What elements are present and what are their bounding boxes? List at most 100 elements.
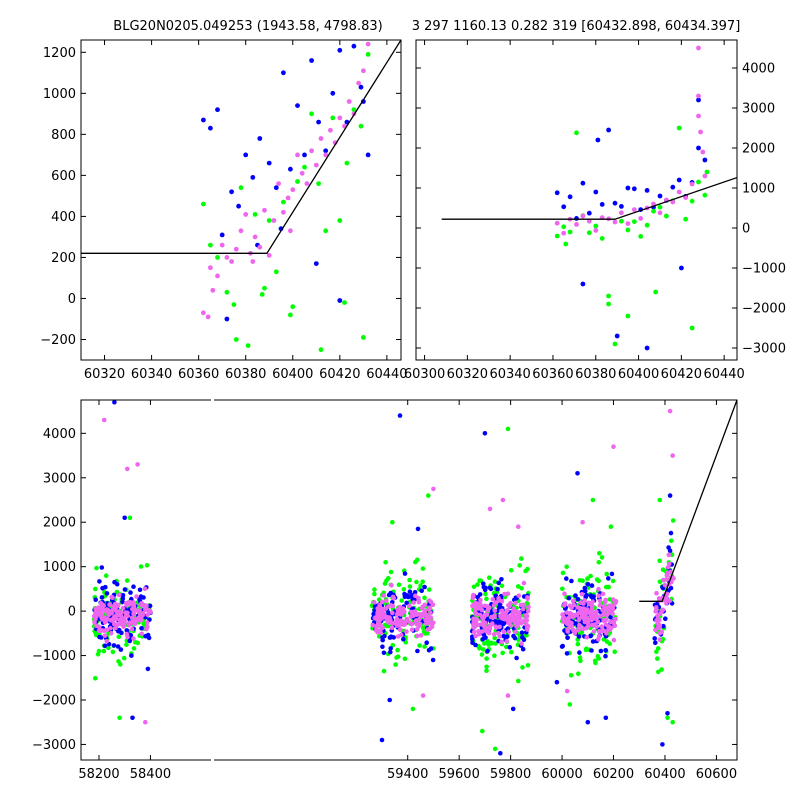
- data-point: [484, 596, 489, 602]
- data-point: [502, 591, 507, 597]
- data-point: [271, 218, 277, 223]
- data-point: [379, 611, 385, 616]
- data-point: [144, 603, 149, 608]
- data-point: [495, 586, 500, 592]
- data-point: [140, 611, 146, 616]
- data-point: [599, 236, 605, 241]
- data-point: [604, 639, 610, 644]
- data-point: [501, 629, 507, 635]
- y-tick-label: 1000: [742, 182, 775, 197]
- data-point: [224, 289, 230, 295]
- y-tick-label: 0: [68, 605, 76, 620]
- data-point: [309, 111, 314, 117]
- data-point: [145, 620, 150, 625]
- data-point: [657, 558, 662, 564]
- data-point: [499, 577, 504, 582]
- data-point: [526, 608, 531, 614]
- data-point: [377, 616, 383, 622]
- data-point: [129, 626, 135, 632]
- data-point: [652, 636, 657, 641]
- data-point: [577, 655, 583, 660]
- data-point: [101, 648, 107, 654]
- data-point: [378, 623, 383, 628]
- data-point: [516, 593, 522, 598]
- data-point: [407, 589, 413, 594]
- data-point: [113, 625, 118, 631]
- data-point: [660, 742, 665, 747]
- data-point: [121, 616, 127, 621]
- data-point: [375, 630, 381, 635]
- data-point: [510, 706, 516, 712]
- data-point: [619, 210, 624, 216]
- model-line: [441, 176, 737, 220]
- data-point: [471, 584, 477, 590]
- data-point: [702, 173, 708, 179]
- data-point: [520, 606, 526, 612]
- data-point: [595, 654, 601, 659]
- data-point: [658, 611, 663, 616]
- data-point: [479, 607, 485, 613]
- data-point: [93, 676, 98, 681]
- data-point: [644, 188, 650, 193]
- data-point: [288, 312, 293, 318]
- data-point: [670, 518, 676, 523]
- data-point: [670, 199, 676, 205]
- data-point: [667, 493, 673, 498]
- data-point: [113, 613, 119, 618]
- data-point: [135, 462, 140, 467]
- data-point: [379, 599, 385, 605]
- data-point: [302, 152, 307, 158]
- data-point: [299, 170, 305, 176]
- data-point: [520, 646, 526, 652]
- model-line: [81, 40, 401, 254]
- data-point: [128, 590, 133, 595]
- data-point: [337, 47, 343, 53]
- data-point: [388, 646, 394, 651]
- data-point: [419, 606, 425, 611]
- x-tick-label: 60200: [593, 767, 634, 782]
- data-point: [484, 656, 489, 661]
- data-point: [318, 347, 324, 353]
- data-point: [281, 70, 286, 76]
- data-point: [395, 607, 401, 613]
- data-point: [594, 613, 599, 619]
- data-point: [389, 583, 394, 588]
- data-point: [429, 619, 435, 625]
- data-point: [588, 613, 594, 618]
- data-point: [596, 637, 601, 642]
- data-point: [493, 600, 499, 605]
- data-point: [588, 573, 593, 579]
- data-point: [130, 715, 135, 721]
- data-point: [609, 571, 615, 577]
- data-point: [577, 650, 582, 655]
- data-point: [423, 612, 429, 617]
- data-point: [554, 190, 560, 196]
- data-point: [596, 560, 602, 565]
- data-point: [427, 598, 432, 603]
- data-point: [575, 471, 580, 476]
- data-point: [611, 444, 616, 450]
- data-point: [599, 624, 605, 629]
- data-point: [407, 577, 412, 583]
- data-point: [679, 265, 684, 271]
- data-point: [402, 656, 408, 662]
- data-point: [262, 285, 267, 291]
- data-point: [689, 325, 695, 331]
- data-point: [425, 630, 430, 636]
- axis-break: [211, 398, 214, 402]
- data-point: [313, 162, 319, 168]
- data-point: [399, 598, 405, 603]
- data-point: [373, 615, 379, 620]
- data-point: [505, 693, 511, 698]
- data-point: [412, 590, 418, 595]
- data-point: [99, 595, 105, 600]
- data-point: [585, 719, 591, 725]
- data-point: [330, 115, 336, 121]
- data-point: [120, 593, 126, 598]
- data-point: [601, 603, 607, 609]
- data-point: [599, 202, 605, 207]
- data-point: [219, 242, 225, 248]
- data-point: [586, 218, 592, 224]
- data-point: [422, 602, 428, 608]
